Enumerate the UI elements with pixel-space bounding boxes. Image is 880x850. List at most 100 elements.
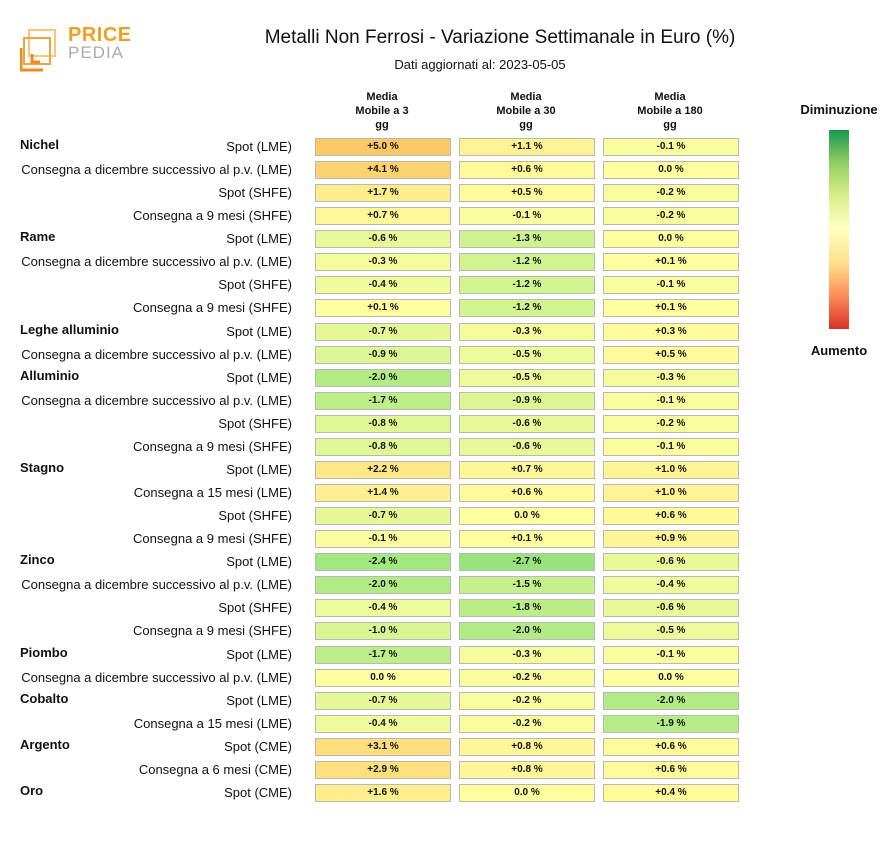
heatmap-cell: -0.1 % — [315, 530, 451, 549]
heatmap-cell: -0.7 % — [315, 322, 451, 341]
heatmap-cell: -1.9 % — [603, 714, 739, 733]
row-label: Spot (LME) — [226, 646, 292, 662]
row-label: Consegna a dicembre successivo al p.v. (… — [21, 577, 292, 593]
metal-name: Nichel — [20, 137, 60, 152]
heatmap-cell: +1.6 % — [315, 783, 451, 802]
heatmap-cell: -0.6 % — [603, 553, 739, 572]
heatmap-cell: -0.2 % — [603, 184, 739, 203]
row-label: Spot (LME) — [226, 692, 292, 708]
heatmap-cell: -0.4 % — [315, 276, 451, 295]
heatmap-cell: +0.1 % — [459, 530, 595, 549]
row-label: Spot (SHFE) — [218, 508, 292, 524]
heatmap-cell: +1.1 % — [459, 138, 595, 156]
legend-label-increase: Aumento — [810, 343, 868, 358]
logo-mark-icon — [20, 29, 56, 72]
row-label: Spot (SHFE) — [218, 415, 292, 431]
heatmap-cell: -0.5 % — [459, 368, 595, 387]
heatmap-cell: -0.6 % — [459, 414, 595, 433]
row-label: Consegna a 15 mesi (LME) — [133, 485, 292, 501]
row-label: Consegna a dicembre successivo al p.v. (… — [21, 669, 292, 685]
heatmap-cell: +0.6 % — [603, 760, 739, 779]
metal-name: Cobalto — [20, 690, 69, 706]
heatmap-cell: +0.8 % — [459, 760, 595, 779]
logo-text-pedia: PEDIA — [68, 43, 125, 62]
heatmap-cell: -1.2 % — [459, 299, 595, 318]
row-label: Spot (CME) — [224, 784, 292, 800]
row-label: Spot (LME) — [226, 554, 292, 570]
row-label: Spot (SHFE) — [218, 185, 292, 201]
row-label: Spot (SHFE) — [218, 600, 292, 616]
metal-name: Argento — [20, 736, 70, 752]
column-header-ma3: Media Mobile a 3 gg — [355, 91, 409, 131]
heatmap-cell: +0.8 % — [459, 737, 595, 756]
pricepedia-logo: PRICE PEDIA — [20, 24, 132, 74]
heatmap-cell: -0.1 % — [459, 207, 595, 226]
row-label: Consegna a dicembre successivo al p.v. (… — [21, 392, 292, 408]
heatmap-cell: -0.8 % — [315, 437, 451, 456]
row-label: Consegna a 15 mesi (LME) — [133, 715, 292, 731]
metal-name: Stagno — [20, 459, 65, 475]
heatmap-cell: -0.3 % — [459, 645, 595, 664]
legend-color-bar — [829, 130, 849, 329]
heatmap-cell: +0.1 % — [603, 299, 739, 318]
metal-name: Piombo — [20, 644, 68, 660]
heatmap-cell: 0.0 % — [315, 668, 451, 687]
heatmap-cell: -0.4 % — [315, 714, 451, 733]
metal-name: Rame — [20, 229, 56, 245]
row-label: Spot (LME) — [226, 231, 292, 247]
row-label: Consegna a dicembre successivo al p.v. (… — [21, 254, 292, 270]
heatmap-cell: -0.6 % — [459, 437, 595, 456]
heatmap-cell: +0.6 % — [603, 507, 739, 526]
heatmap-cell: -0.3 % — [315, 253, 451, 272]
heatmap-cell: -2.0 % — [315, 368, 451, 387]
row-label: Spot (CME) — [224, 738, 292, 754]
heatmap-cell: +0.5 % — [459, 184, 595, 203]
heatmap-cell: +3.1 % — [315, 737, 451, 756]
heatmap-cell: 0.0 % — [603, 161, 739, 180]
heatmap-cell: +0.9 % — [603, 530, 739, 549]
legend-label-decrease: Diminuzione — [800, 102, 878, 117]
heatmap-cell: -2.0 % — [459, 622, 595, 641]
metal-name: Zinco — [20, 552, 55, 568]
heatmap-cell: +4.1 % — [315, 161, 451, 180]
column-header-ma180: Media Mobile a 180 gg — [637, 91, 703, 131]
heatmap-cell: -0.7 % — [315, 507, 451, 526]
heatmap-cell: +0.6 % — [603, 737, 739, 756]
heatmap-cell: +1.0 % — [603, 484, 739, 503]
heatmap-cell: -2.7 % — [459, 553, 595, 572]
heatmap-cell: -0.9 % — [459, 391, 595, 410]
heatmap-cell: -1.8 % — [459, 599, 595, 618]
heatmap-cell: -1.0 % — [315, 622, 451, 641]
heatmap-cell: -0.2 % — [459, 668, 595, 687]
heatmap-cell: +0.5 % — [603, 345, 739, 364]
heatmap-cell: -0.4 % — [315, 599, 451, 618]
heatmap-cell: -0.6 % — [315, 230, 451, 249]
heatmap-cell: +1.0 % — [603, 460, 739, 479]
heatmap-cell: -0.5 % — [459, 345, 595, 364]
heatmap-cell: +0.6 % — [459, 484, 595, 503]
heatmap-cell: +2.2 % — [315, 460, 451, 479]
row-label: Consegna a 9 mesi (SHFE) — [133, 623, 292, 639]
row-label: Consegna a 9 mesi (SHFE) — [133, 300, 292, 316]
heatmap-cell: -0.7 % — [315, 691, 451, 710]
heatmap-cell: -1.2 % — [459, 253, 595, 272]
heatmap-cell: +0.6 % — [459, 161, 595, 180]
heatmap-cell: -0.5 % — [603, 622, 739, 641]
heatmap-cell: +5.0 % — [315, 138, 451, 156]
heatmap-cell: -0.4 % — [603, 576, 739, 595]
row-label: Spot (LME) — [226, 461, 292, 477]
heatmap-cell: -1.5 % — [459, 576, 595, 595]
heatmap-cell: -0.6 % — [603, 599, 739, 618]
heatmap-cell: -2.0 % — [315, 576, 451, 595]
logo-text-price: PRICE — [68, 24, 132, 46]
heatmap-cell: -0.1 % — [603, 437, 739, 456]
heatmap-cell: +0.7 % — [459, 460, 595, 479]
heatmap-cell: -0.1 % — [603, 645, 739, 664]
heatmap-cell: -0.2 % — [603, 207, 739, 226]
row-label: Consegna a 6 mesi (CME) — [138, 761, 292, 777]
heatmap-cell: -2.4 % — [315, 553, 451, 572]
heatmap-cell: +1.4 % — [315, 484, 451, 503]
heatmap-cell: 0.0 % — [603, 668, 739, 687]
heatmap-cell: -0.2 % — [459, 714, 595, 733]
heatmap-cell: -0.3 % — [603, 368, 739, 387]
